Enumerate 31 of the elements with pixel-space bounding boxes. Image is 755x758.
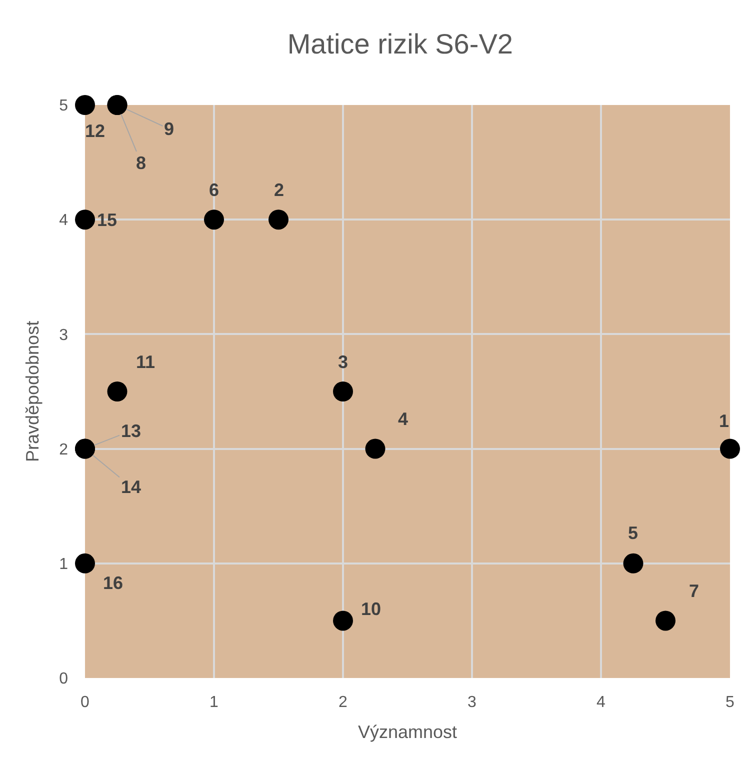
- annotation: 3: [338, 352, 348, 372]
- y-tick-label: 0: [59, 670, 68, 688]
- annotation: 7: [689, 581, 700, 601]
- x-tick-label: 2: [338, 694, 348, 711]
- y-tick-label: 1: [59, 556, 68, 573]
- x-tick-label: 3: [468, 694, 477, 711]
- x-tick-label: 4: [596, 694, 606, 711]
- annotation: 14: [121, 477, 142, 497]
- annotation: 2: [274, 180, 284, 200]
- annotation: 5: [628, 523, 638, 543]
- annotation: 6: [209, 180, 220, 200]
- annotation: 13: [121, 421, 142, 441]
- annotation: 11: [136, 352, 156, 372]
- annotation: 4: [398, 409, 408, 429]
- annotation: 12: [85, 121, 106, 141]
- y-tick-label: 2: [59, 441, 68, 458]
- y-tick-label: 3: [59, 326, 68, 344]
- y-tick-label: 4: [59, 212, 68, 230]
- y-tick-label: 5: [59, 98, 68, 115]
- annotation: 1: [719, 411, 730, 431]
- x-axis-title: Významnost: [358, 722, 458, 742]
- annotation: 10: [361, 599, 382, 619]
- x-tick-label: 5: [726, 694, 735, 711]
- x-tick-label: 1: [210, 694, 219, 711]
- annotation: 9: [164, 119, 174, 139]
- y-axis-title: Pravděpodobnost: [22, 320, 42, 462]
- x-tick-label: 0: [80, 694, 90, 711]
- annotation: 15: [97, 210, 118, 230]
- chart-title: Matice rizik S6-V2: [287, 28, 513, 60]
- annotation: 8: [136, 153, 146, 173]
- annotation: 16: [103, 573, 124, 593]
